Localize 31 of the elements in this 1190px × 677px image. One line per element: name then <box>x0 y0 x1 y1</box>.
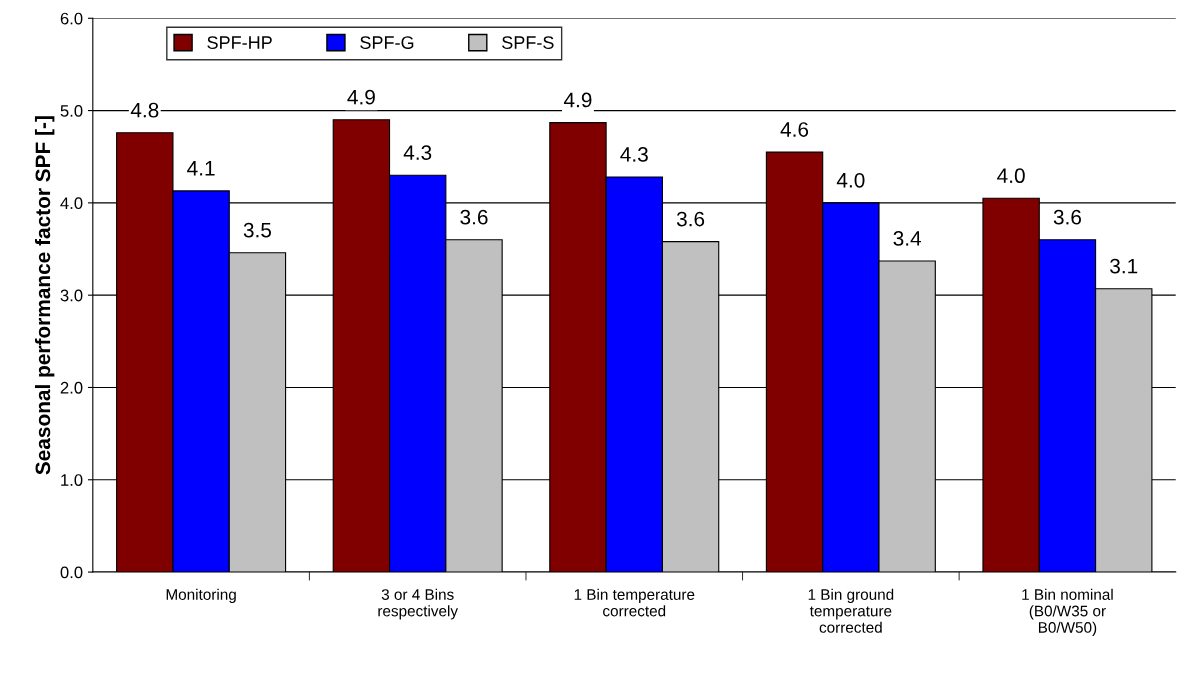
data-label: 4.9 <box>563 92 592 108</box>
x-tick-label: Monitoring <box>166 588 236 603</box>
data-label: 4.6 <box>780 122 809 137</box>
data-label: 3.5 <box>243 222 272 238</box>
data-label: 4.3 <box>403 145 432 160</box>
data-label: 3.6 <box>460 209 488 225</box>
data-label: 4.8 <box>130 102 159 118</box>
legend-label: SPF-G <box>360 36 414 49</box>
data-label: 3.6 <box>676 211 705 227</box>
data-label: 4.3 <box>620 147 648 162</box>
y-axis-title: Seasonal performance factor SPF [-] <box>34 116 55 475</box>
x-tick-label: 1 Bin temperature corrected <box>574 588 695 617</box>
y-tick-label: 4.0 <box>60 197 83 210</box>
y-tick-label: 6.0 <box>60 12 83 25</box>
data-label: 3.4 <box>893 231 922 246</box>
data-label: 4.1 <box>187 161 215 176</box>
y-tick-label: 1.0 <box>61 474 83 486</box>
y-tick-label: 5.0 <box>60 104 83 117</box>
x-tick-label: 3 or 4 Bins respectively <box>378 588 458 620</box>
legend-label: SPF-HP <box>207 36 272 49</box>
data-label: 3.1 <box>1110 258 1138 274</box>
data-label: 4.0 <box>836 172 865 188</box>
legend-label: SPF-S <box>502 36 554 49</box>
x-tick-label: 1 Bin nominal (B0/W35 or B0/W50) <box>1022 588 1113 636</box>
y-tick-label: 2.0 <box>60 381 83 394</box>
y-tick-label: 0.0 <box>60 566 83 579</box>
x-tick-label: 1 Bin ground temperature corrected <box>808 588 894 633</box>
data-label: 4.9 <box>347 89 375 105</box>
data-label: 3.6 <box>1053 209 1081 225</box>
y-tick-label: 3.0 <box>60 289 83 302</box>
data-label: 4.0 <box>997 168 1025 184</box>
